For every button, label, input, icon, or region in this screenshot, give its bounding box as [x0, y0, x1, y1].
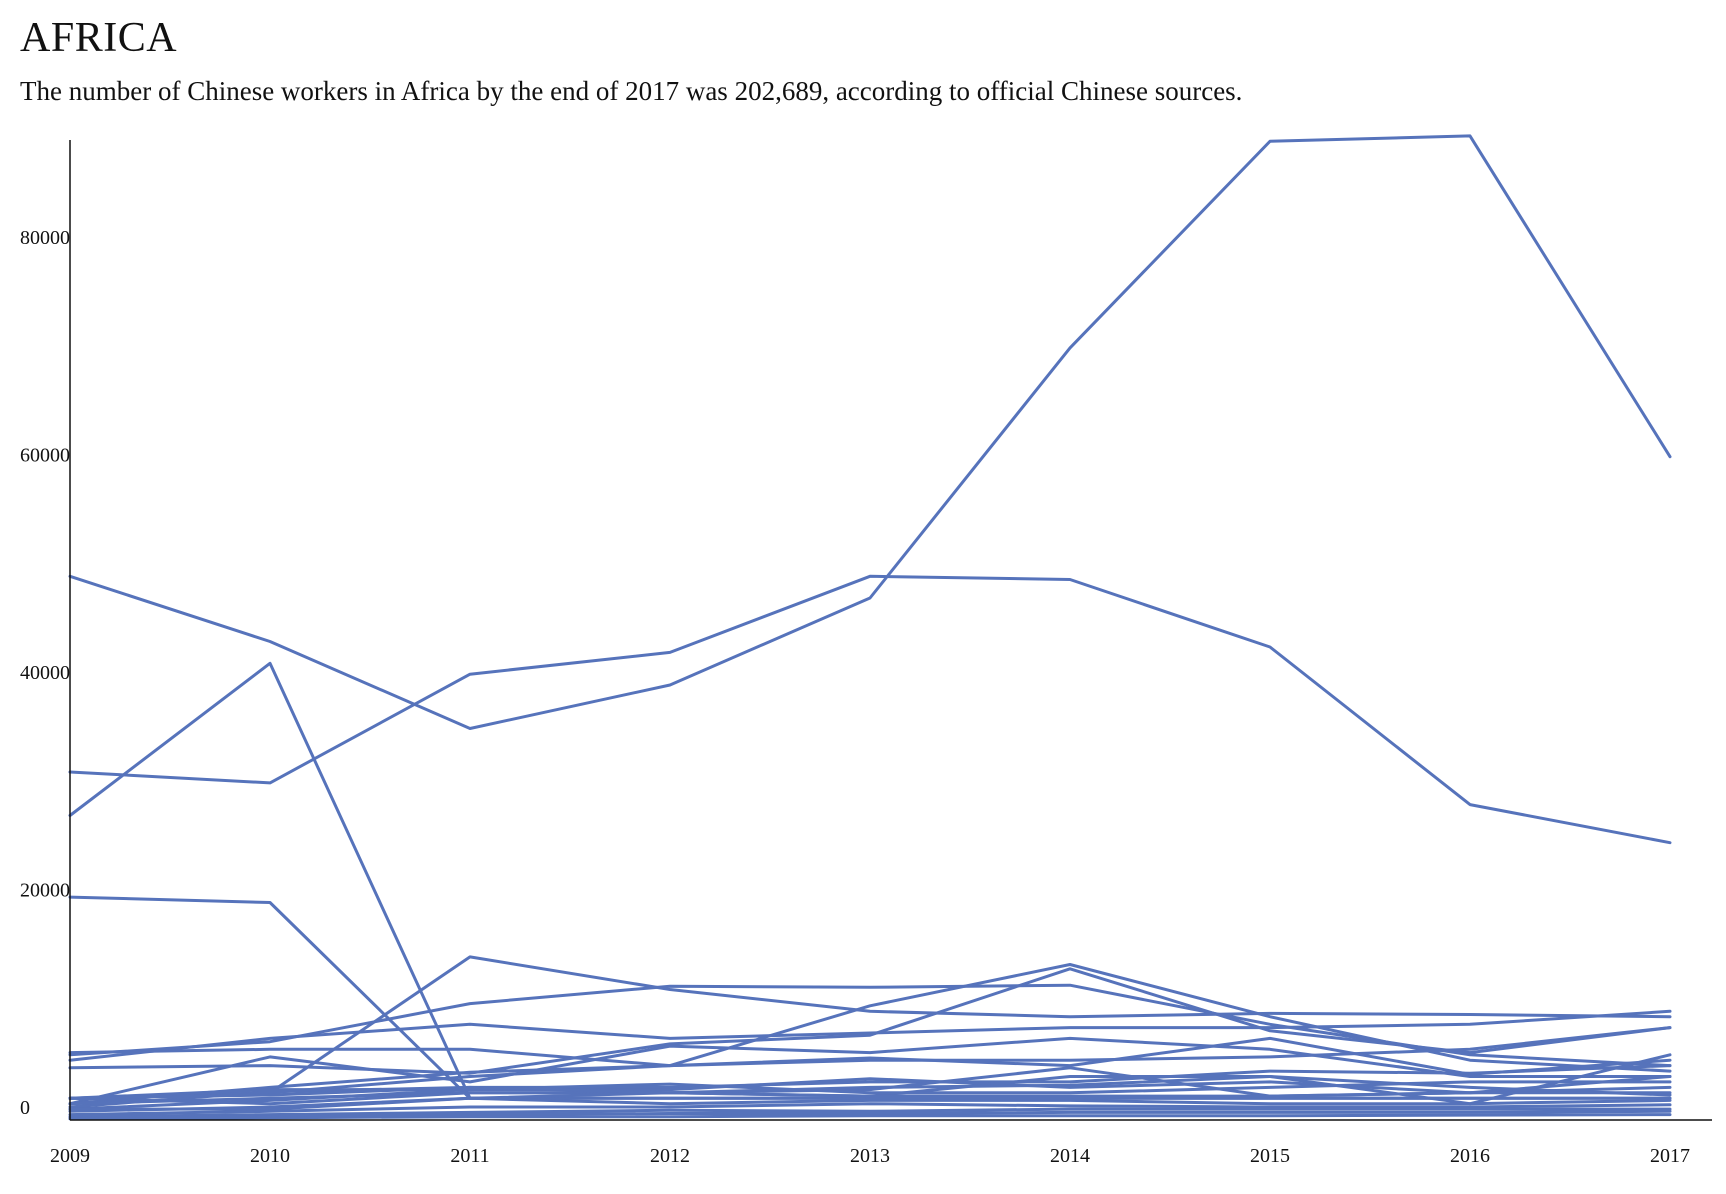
x-tick-label: 2012	[650, 1145, 690, 1167]
y-tick-label: 0	[20, 1097, 30, 1119]
series-layer	[68, 134, 1672, 1121]
series-line-21	[68, 1102, 1672, 1117]
x-tick-label: 2014	[1050, 1145, 1090, 1167]
x-tick-label: 2016	[1450, 1145, 1490, 1167]
y-tick-label: 40000	[20, 662, 70, 684]
series-line-4	[68, 895, 1672, 1100]
chart-title: AFRICA	[20, 15, 178, 61]
series-line-19	[68, 1085, 1672, 1100]
series-line-6	[68, 1009, 1672, 1062]
y-tick-label: 60000	[20, 445, 70, 467]
x-tick-label: 2017	[1650, 1145, 1690, 1167]
x-tick-label: 2013	[850, 1145, 890, 1167]
y-tick-label: 20000	[20, 880, 70, 902]
x-axis: 2009 2010 2011 2012 2013 2014 2015 2016 2017	[50, 1145, 1690, 1167]
x-tick-label: 2009	[50, 1145, 90, 1167]
x-tick-label: 2015	[1250, 1145, 1290, 1167]
series-line-9	[68, 967, 1672, 1075]
series-line-14	[68, 1075, 1672, 1100]
series-line-5	[68, 955, 1672, 1100]
series-line-11	[68, 1036, 1672, 1106]
chart-subtitle: The number of Chinese workers in Africa …	[20, 76, 1243, 106]
x-tick-label: 2011	[450, 1145, 489, 1167]
series-line-22	[68, 1107, 1672, 1119]
series-line-2	[68, 574, 1672, 845]
y-axis: 0 20000 40000 60000 80000	[20, 227, 70, 1119]
x-tick-label: 2010	[250, 1145, 290, 1167]
series-line-20	[68, 1096, 1672, 1111]
series-line-12	[68, 1036, 1672, 1106]
y-tick-label: 80000	[20, 227, 70, 249]
series-line-24	[68, 1113, 1672, 1121]
series-line-10	[68, 1026, 1672, 1100]
series-line-3	[68, 134, 1672, 730]
series-line-8	[68, 963, 1672, 1073]
